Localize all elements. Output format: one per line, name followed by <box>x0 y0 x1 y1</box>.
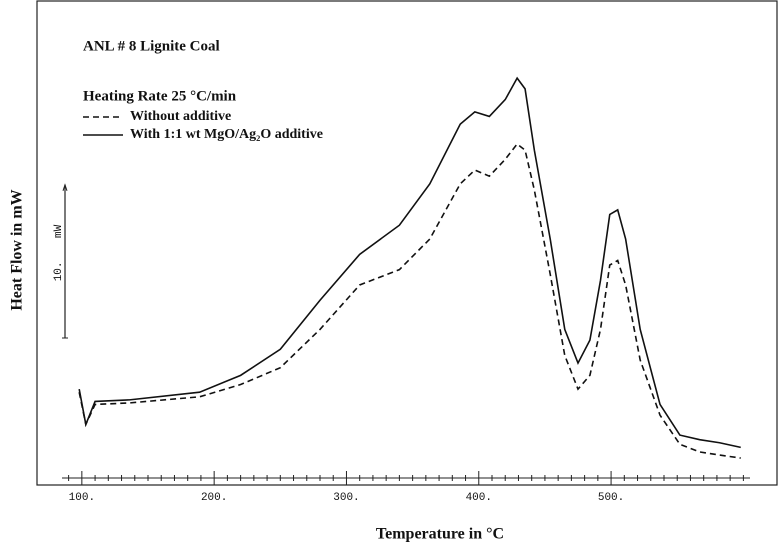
x-tick-label: 300. <box>333 492 359 504</box>
y-axis-label: Heat Flow in mW <box>9 189 26 310</box>
chart-subtitle: Heating Rate 25 °C/min <box>83 88 237 104</box>
chart-title: ANL # 8 Lignite Coal <box>83 38 220 54</box>
scale-label: 10. <box>53 261 65 281</box>
x-tick-label: 100. <box>69 492 95 504</box>
frame <box>36 0 778 486</box>
series-line <box>78 76 741 449</box>
x-tick-label: 500. <box>598 492 624 504</box>
scale-unit: mW <box>53 224 65 238</box>
x-axis-label: Temperature in °C <box>376 526 504 543</box>
series-line <box>78 142 741 459</box>
legend-label: Without additive <box>130 109 231 124</box>
scale-arrow <box>62 183 68 191</box>
x-tick-label: 200. <box>201 492 227 504</box>
legend-label: With 1:1 wt MgO/Ag₂O additive <box>130 127 323 142</box>
x-tick-label: 400. <box>466 492 492 504</box>
